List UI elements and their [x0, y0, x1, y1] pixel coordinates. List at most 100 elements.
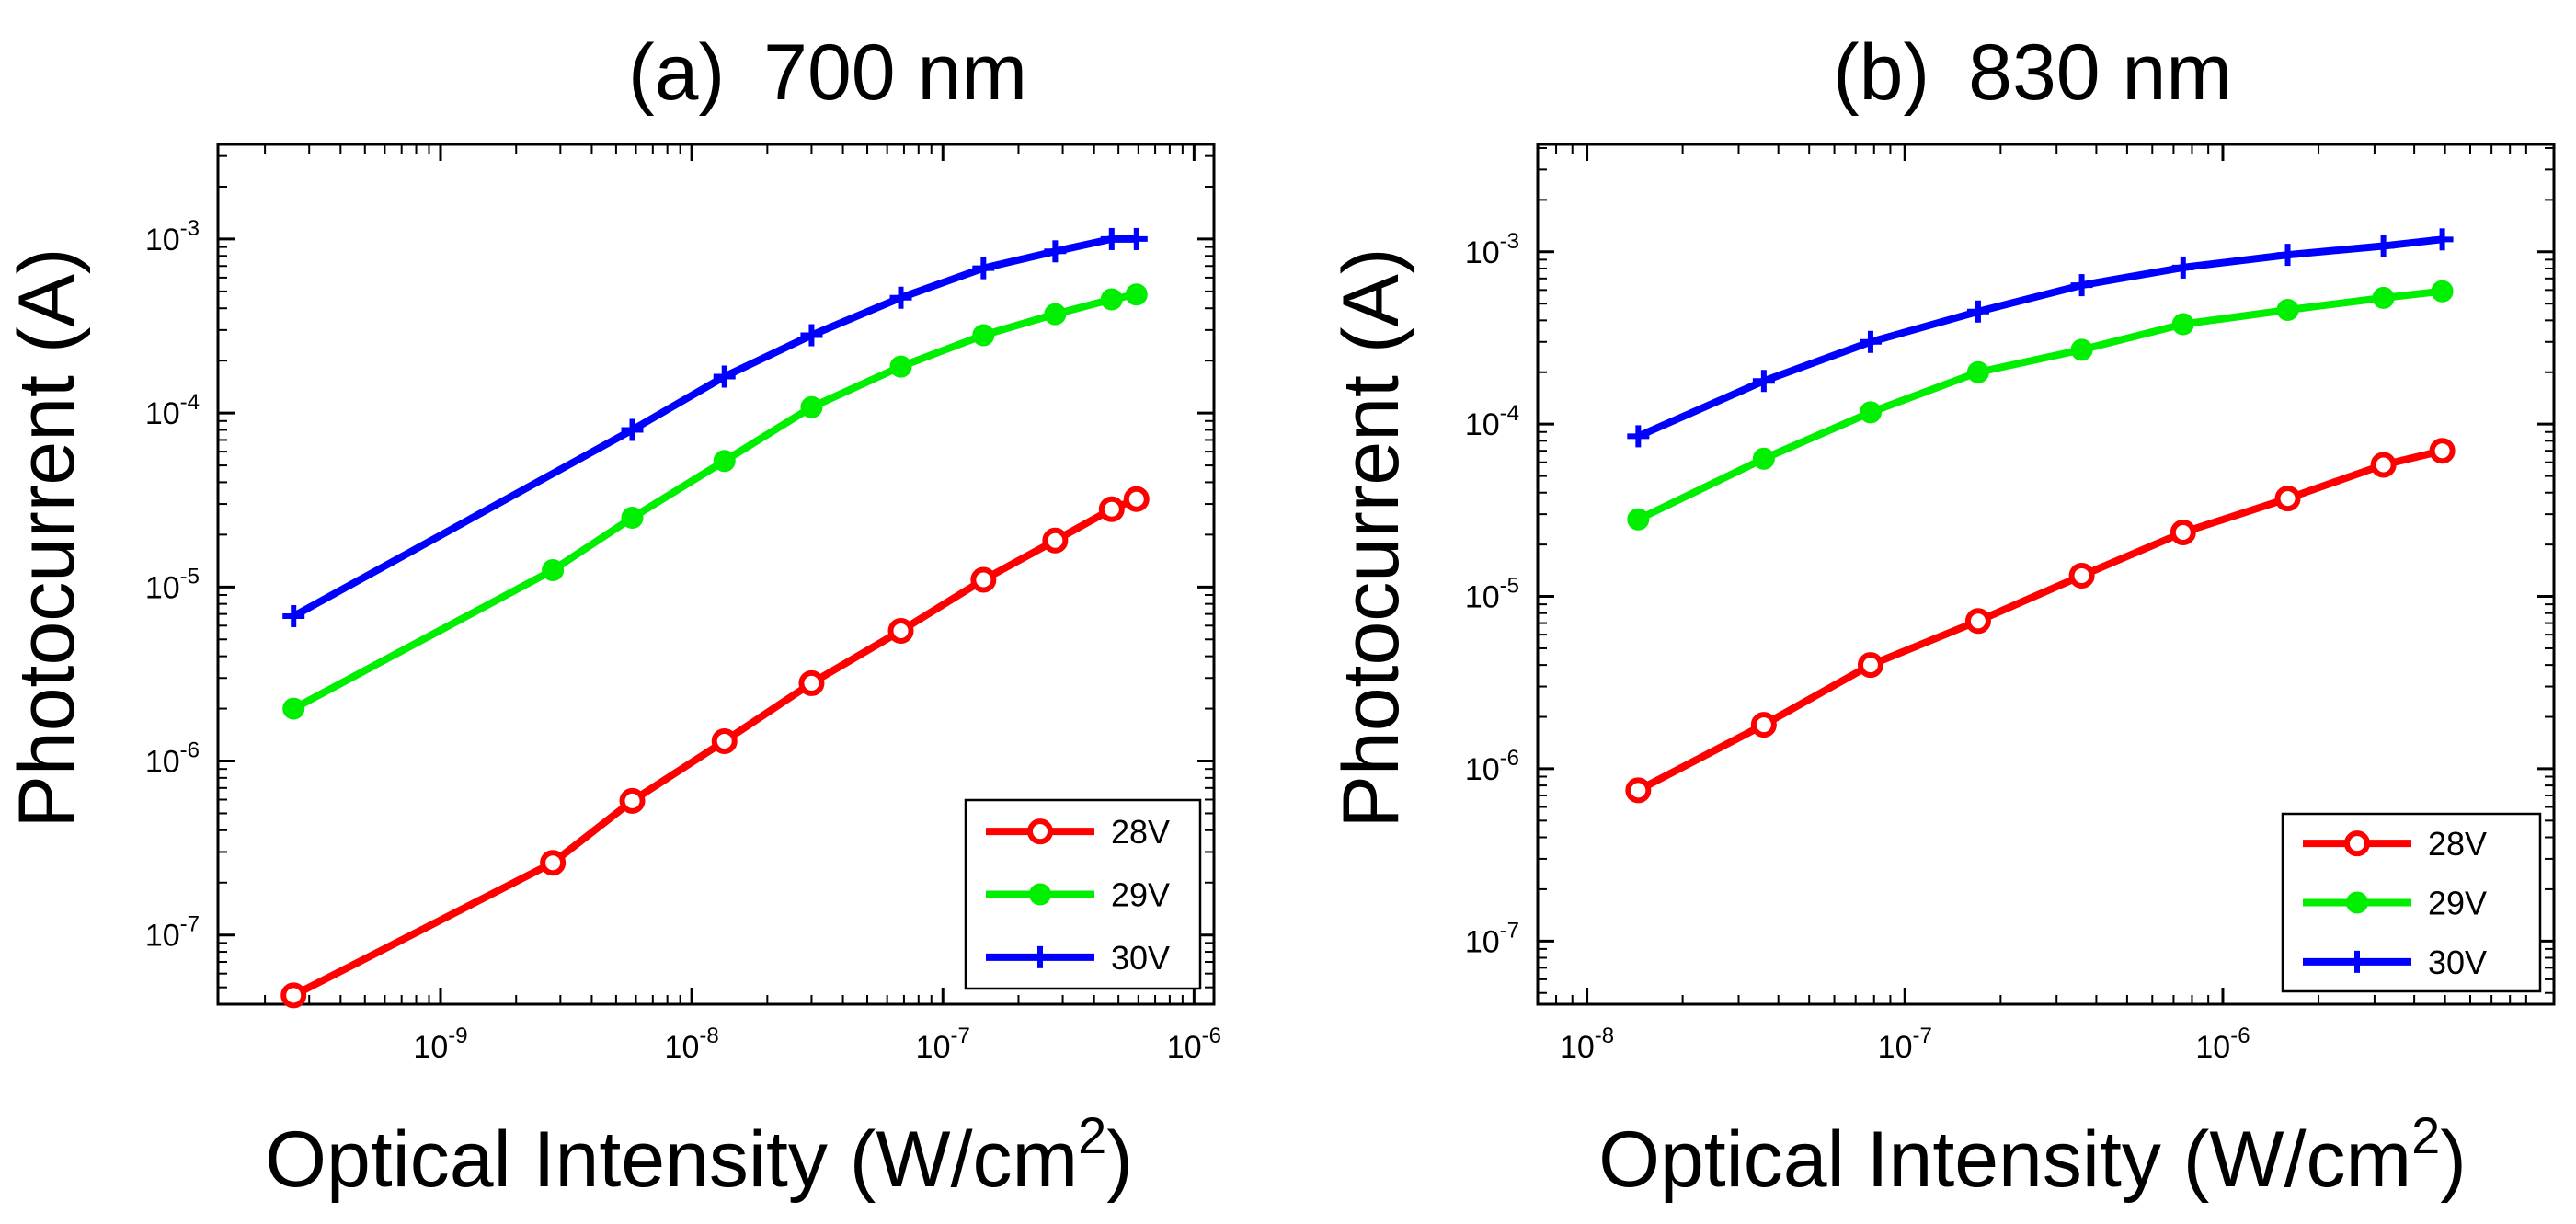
panel-a-series-29v-point — [1125, 283, 1148, 306]
panel-b-y-tick-label: 10-5 — [1465, 574, 1519, 615]
panel-b-title-label: (b) — [1833, 29, 1929, 117]
panel-b-series-29v-point — [2070, 338, 2093, 361]
panel-a-series-30v-point — [621, 418, 644, 441]
panel-a-legend-label-29v: 29V — [1111, 876, 1170, 914]
panel-b-series-29v-point — [1627, 508, 1650, 531]
panel-a-series-29v-point — [1044, 303, 1067, 326]
panel-b-xlabel-main: Optical Intensity (W/cm — [1598, 1115, 2411, 1204]
panel-a-x-tick-label: 10-7 — [916, 1024, 970, 1065]
panel-a-series-29v-point — [542, 558, 565, 581]
panel-a-axes: 10-9 10-8 10-7 10-6 10-7 10-6 10-5 10-4 10-3 — [145, 144, 1221, 1065]
panel-b-x-tick-label: 10-6 — [2195, 1024, 2250, 1065]
panel-b-series-29v-point — [2171, 313, 2194, 336]
panel-a-series-29v-point — [621, 507, 644, 530]
panel-a-x-tick-label: 10-9 — [413, 1024, 467, 1065]
panel-a-y-tick-label: 10-3 — [145, 216, 200, 257]
panel-b-x-tick-label: 10-8 — [1560, 1024, 1614, 1065]
panel-b-series-29v-point — [1859, 401, 1882, 424]
panel-a-series-30v-point — [1125, 227, 1148, 250]
panel-a-legend-marker-30v — [1029, 945, 1051, 968]
panel-b-series-28v-point — [2068, 562, 2095, 589]
panel-b-series-28v-point — [2274, 486, 2301, 512]
panel-a-series-30v-point — [972, 257, 995, 280]
panel-b-series-30v-point — [1752, 370, 1775, 393]
panel-a-series-30v-point — [1044, 240, 1067, 263]
panel-b-series-28v-point — [1625, 777, 1652, 804]
panel-a-legend: 28V 29V 30V — [964, 798, 1202, 990]
panel-b-series-30v-point — [2372, 235, 2395, 257]
panel-a-y-tick-label: 10-6 — [145, 738, 200, 780]
panel-a-series — [280, 227, 1150, 1009]
panel-b-ylabel: Photocurrent (A) — [1327, 248, 1415, 829]
panel-b-y-tick-label: 10-6 — [1465, 746, 1519, 787]
panel-a-series-28v-point — [711, 727, 738, 754]
panel-a-plot-frame — [216, 143, 1216, 1006]
panel-a-xlabel-end: ) — [1106, 1115, 1133, 1204]
panel-b-series-28v-point — [2370, 452, 2397, 478]
panel-a-series-29v-point — [972, 324, 995, 347]
panel-a-series-30v-point — [1100, 227, 1123, 250]
panel-a-series-28v-point — [970, 566, 997, 593]
panel-b-series-28v-point — [1964, 608, 1991, 635]
panel-b-series-28v-point — [1750, 712, 1777, 738]
panel-a-legend-label-30v: 30V — [1111, 939, 1170, 977]
panel-b-series-30v-point — [1627, 425, 1650, 448]
panel-a-series-30v-point — [713, 365, 736, 388]
panel-b-series-30v-point — [2070, 274, 2093, 297]
panel-b-legend-label-29v: 29V — [2428, 885, 2487, 922]
panel-a-series-28v-point — [280, 982, 307, 1009]
panel-a-series-28v-point — [1098, 496, 1125, 522]
panel-a-xlabel-main: Optical Intensity (W/cm — [265, 1115, 1078, 1204]
panel-a-legend-label-28v: 28V — [1111, 813, 1170, 851]
panel-b-title-wavelength: 830 nm — [1968, 29, 2232, 117]
panel-b-plot-frame — [1536, 143, 2556, 1006]
panel-b-legend-marker-30v — [2346, 950, 2368, 973]
panel-a-series-29v-point — [889, 355, 912, 378]
panel-b-y-tick-label: 10-7 — [1465, 918, 1519, 959]
panel-a-series-29v-point — [1100, 288, 1123, 311]
panel-b-title: (b) 830 nm — [1833, 29, 2232, 117]
panel-a: (a) 700 nm Photocurrent (A) Optical Inten… — [3, 29, 1221, 1204]
panel-a-series-30v-point — [889, 286, 912, 309]
panel-b-series-29v-point — [2372, 286, 2395, 309]
panel-b-series-30v-point — [2276, 244, 2299, 267]
panel-b-axes: 10-8 10-7 10-6 10-7 10-6 10-5 10-4 10-3 — [1465, 144, 2554, 1065]
panel-b: (b) 830 nm Photocurrent (A) Optical Inten… — [1327, 29, 2556, 1204]
panel-a-y-tick-label: 10-7 — [145, 912, 200, 954]
panel-a-x-tick-label: 10-6 — [1167, 1024, 1221, 1065]
panel-b-series-29v-point — [2276, 298, 2299, 321]
panel-a-series-28v-line — [290, 495, 1140, 1000]
panel-a-series-28v-point — [540, 850, 567, 876]
panel-b-series-30v-point — [1859, 330, 1882, 353]
panel-a-y-tick-label: 10-4 — [145, 390, 200, 431]
panel-b-series-30v-point — [2431, 228, 2454, 251]
panel-b-series-28v-point — [2170, 520, 2196, 546]
panel-a-series-29v-point — [800, 395, 823, 418]
panel-a-series-29v-point — [282, 697, 305, 720]
panel-a-series-28v-point — [887, 617, 914, 644]
panel-a-xlabel-sup: 2 — [1078, 1106, 1106, 1164]
panel-b-series-30v-point — [2171, 256, 2194, 279]
panel-a-series-30v-point — [800, 324, 823, 347]
panel-a-title: (a) 700 nm — [628, 29, 1027, 117]
panel-b-legend-marker-28v — [2344, 830, 2370, 857]
panel-a-series-29v-line — [290, 291, 1140, 713]
panel-b-y-tick-label: 10-4 — [1465, 401, 1519, 442]
panel-b-series-28v-point — [2429, 438, 2456, 464]
panel-b-series-29v-point — [2431, 280, 2454, 303]
panel-a-series-28v-point — [1123, 486, 1150, 512]
panel-b-xlabel-sup: 2 — [2411, 1106, 2440, 1164]
panel-b-series — [1625, 228, 2456, 804]
panel-b-x-tick-label: 10-7 — [1878, 1024, 1932, 1065]
panel-b-xlabel-end: ) — [2440, 1115, 2467, 1204]
panel-b-xlabel: Optical Intensity (W/cm2) — [1598, 1106, 2467, 1204]
panel-a-legend-marker-28v — [1027, 818, 1053, 845]
panel-a-series-29v-point — [713, 450, 736, 473]
panel-b-series-29v-point — [1966, 360, 1989, 383]
panel-b-legend-label-28v: 28V — [2428, 825, 2487, 863]
panel-a-series-28v-point — [798, 669, 825, 696]
panel-a-ylabel: Photocurrent (A) — [3, 248, 91, 829]
panel-a-series-28v-point — [1042, 527, 1069, 554]
panel-b-legend: 28V 29V 30V — [2281, 812, 2542, 993]
